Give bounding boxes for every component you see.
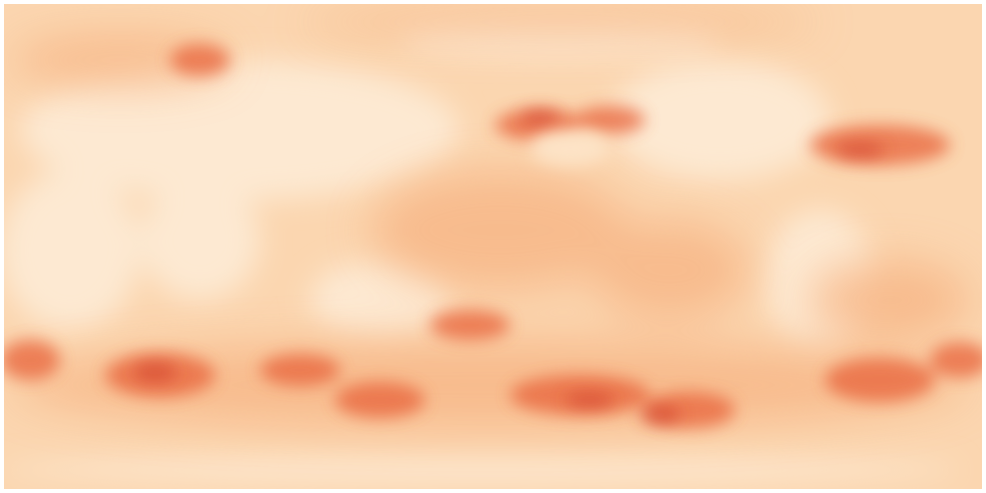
moderate-areas xyxy=(10,8,970,430)
land-areas xyxy=(4,22,960,482)
map-field xyxy=(4,4,982,489)
pale-core xyxy=(530,130,610,166)
peak-areas xyxy=(133,110,885,425)
